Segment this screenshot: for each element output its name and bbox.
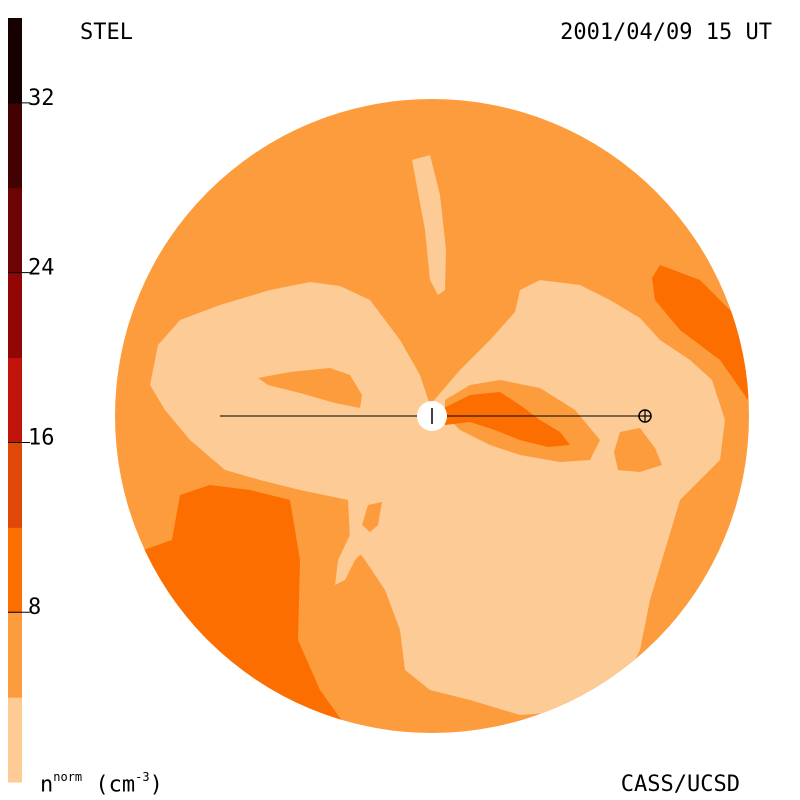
colorbar-tick-label-16: 16 (28, 425, 55, 450)
unit-paren-open: (cm (82, 772, 136, 798)
colorbar (8, 18, 22, 783)
colorbar-bin-8 (8, 18, 22, 104)
earth-marker (638, 409, 652, 423)
colorbar-unit-label: nnorm (cm-3) (40, 770, 163, 798)
density-disc (115, 99, 749, 733)
dense-core-east (440, 392, 570, 447)
colorbar-ticks: 8 16 24 32 (8, 86, 55, 620)
observatory-label: STEL (80, 20, 133, 45)
colorbar-bin-1 (8, 612, 22, 698)
timestamp-label: 2001/04/09 15 UT (560, 20, 772, 45)
colorbar-bin-5 (8, 272, 22, 359)
colorbar-bin-4 (8, 357, 22, 443)
sun-marker (417, 401, 447, 431)
colorbar-bin-0 (8, 697, 22, 783)
colorbar-bin-2 (8, 527, 22, 613)
colorbar-tick-label-24: 24 (28, 256, 55, 281)
colorbar-bin-6 (8, 187, 22, 274)
medium-island-west (258, 368, 362, 408)
colorbar-tick-label-32: 32 (28, 86, 55, 111)
medium-island-south (362, 502, 382, 532)
colorbar-bin-7 (8, 102, 22, 189)
colorbar-bin-3 (8, 442, 22, 528)
north-streamer (412, 155, 446, 295)
unit-exponent: -3 (135, 770, 150, 784)
unit-superscript: norm (53, 770, 83, 784)
unit-base: n (40, 772, 54, 798)
colorbar-tick-label-8: 8 (28, 595, 41, 620)
unit-paren-close: ) (149, 772, 163, 798)
medium-island-far-east (614, 428, 662, 472)
credit-label: CASS/UCSD (620, 772, 740, 797)
dense-region-northeast (652, 265, 749, 400)
